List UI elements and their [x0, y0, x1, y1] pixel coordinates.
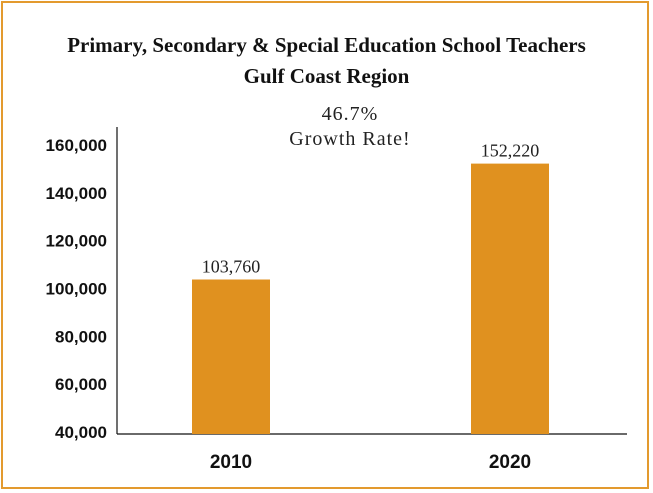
- x-tick-label: 2020: [489, 452, 531, 473]
- growth-rate-value: 46.7%: [321, 103, 379, 125]
- growth-rate-label: Growth Rate!: [289, 128, 411, 150]
- y-tick-label: 40,000: [55, 423, 107, 442]
- chart-title-block: Primary, Secondary & Special Education S…: [0, 30, 653, 92]
- y-tick-label: 100,000: [46, 280, 107, 299]
- y-tick-label: 60,000: [55, 375, 107, 394]
- chart-title: Primary, Secondary & Special Education S…: [67, 33, 586, 57]
- bar: [471, 163, 549, 434]
- growth-annotation: 46.7% Growth Rate!: [250, 102, 450, 152]
- y-tick-label: 140,000: [46, 184, 107, 203]
- y-tick-label: 120,000: [46, 232, 107, 251]
- chart-subtitle: Gulf Coast Region: [243, 64, 410, 88]
- y-tick-label: 160,000: [46, 136, 107, 155]
- data-label: 103,760: [202, 257, 261, 277]
- data-label: 152,220: [481, 141, 540, 161]
- bar: [192, 279, 270, 434]
- y-tick-label: 80,000: [55, 327, 107, 346]
- x-tick-label: 2010: [210, 452, 252, 473]
